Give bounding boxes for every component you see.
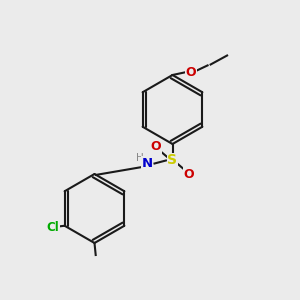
Text: O: O (184, 167, 194, 181)
Text: H: H (136, 153, 143, 163)
Text: N: N (141, 157, 153, 170)
Text: O: O (151, 140, 161, 154)
Text: S: S (167, 154, 178, 167)
Text: Cl: Cl (46, 221, 59, 234)
Text: O: O (186, 65, 196, 79)
